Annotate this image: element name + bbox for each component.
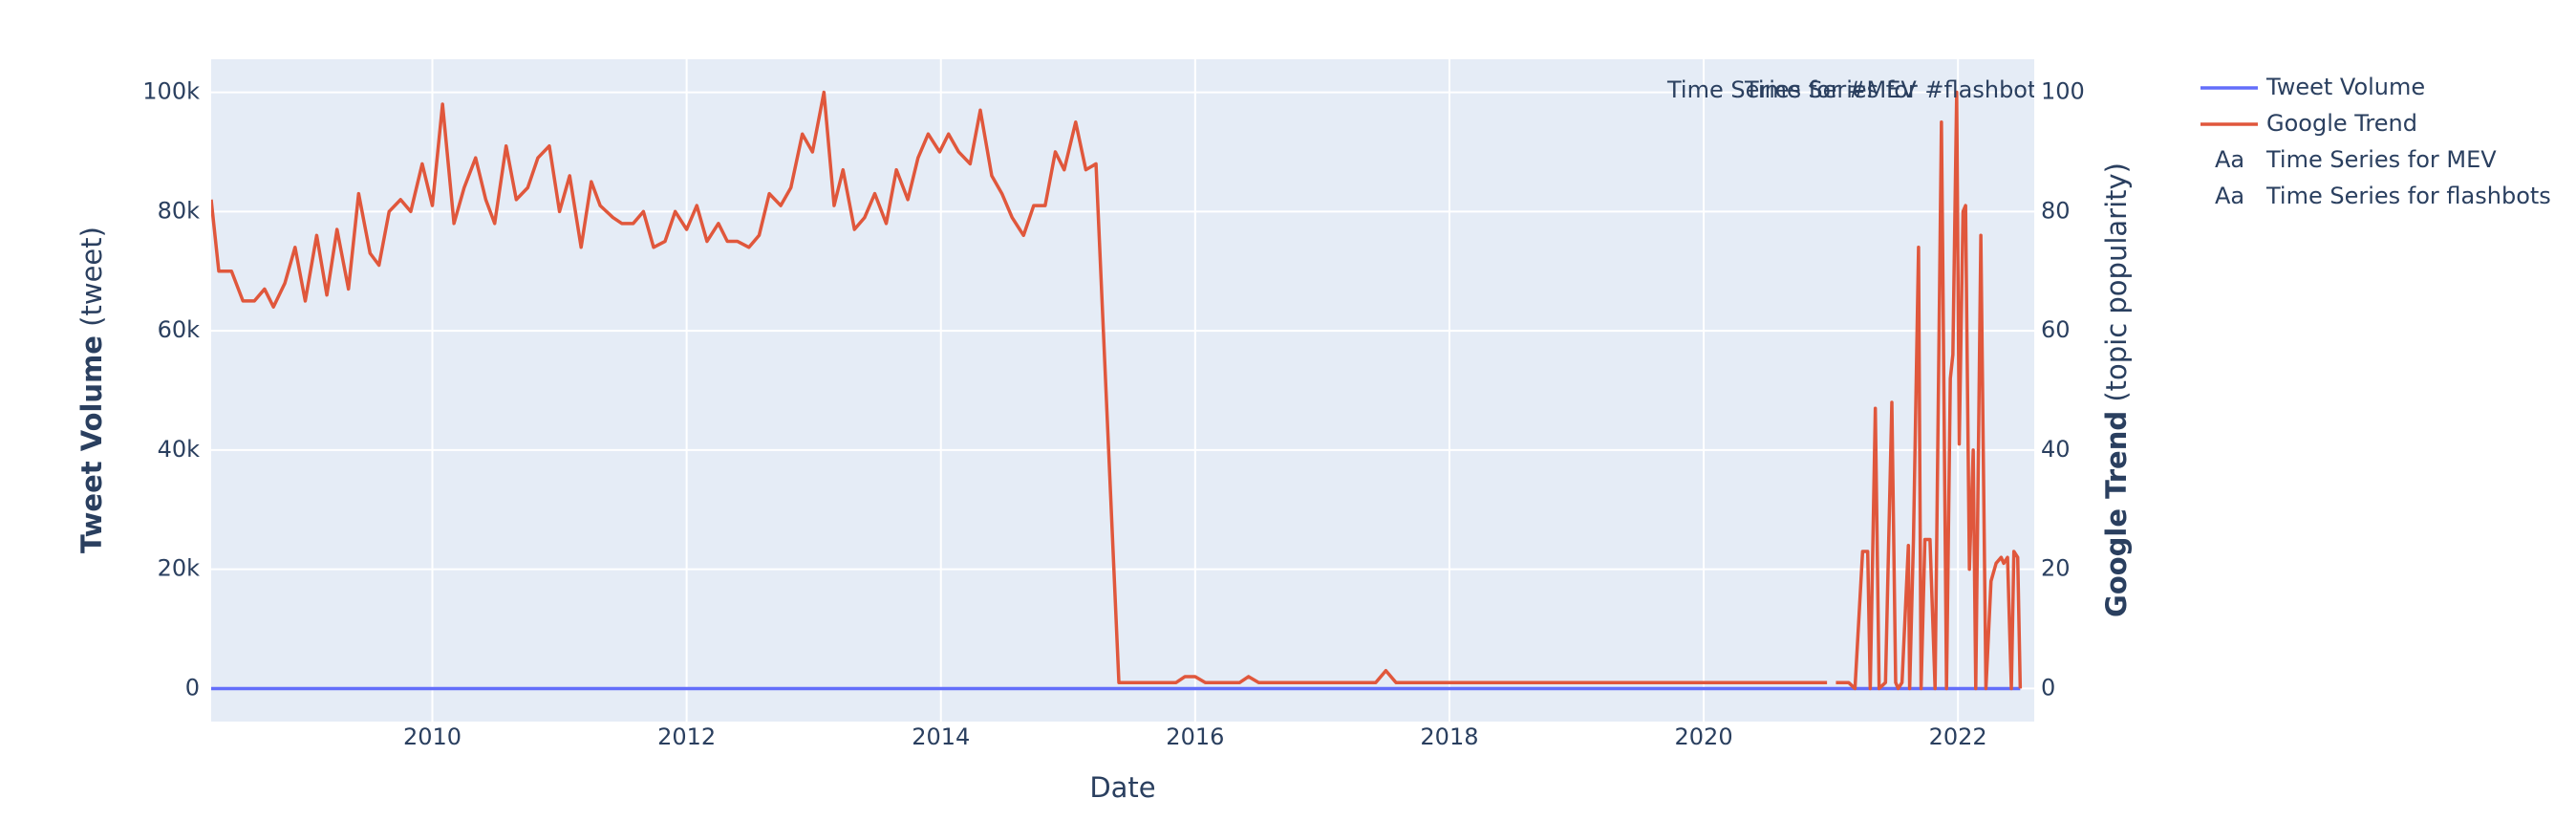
y2-tick-label: 100 bbox=[2041, 78, 2085, 105]
x-tick-label: 2012 bbox=[657, 723, 716, 750]
y-axis-title-bold: Tweet Volume bbox=[75, 335, 108, 553]
y-tick-label: 40k bbox=[158, 436, 201, 463]
legend-label: Time Series for MEV bbox=[2265, 146, 2497, 173]
x-tick-label: 2018 bbox=[1420, 723, 1478, 750]
legend-label: Google Trend bbox=[2266, 110, 2417, 137]
legend-label: Time Series for flashbots bbox=[2265, 183, 2551, 209]
y2-axis-title: Google Trend (topic popularity) bbox=[2100, 162, 2133, 617]
legend-icon: Aa bbox=[2215, 146, 2244, 173]
y-tick-label: 80k bbox=[158, 197, 201, 224]
annotation: Time Series for #MEV bbox=[1666, 76, 1917, 103]
y2-axis-title-unit: (topic popularity) bbox=[2100, 162, 2133, 402]
x-tick-label: 2010 bbox=[403, 723, 462, 750]
x-tick-label: 2022 bbox=[1929, 723, 1987, 750]
y2-tick-label: 40 bbox=[2041, 436, 2071, 463]
x-tick-label: 2014 bbox=[912, 723, 970, 750]
y2-tick-label: 60 bbox=[2041, 316, 2071, 343]
y-tick-label: 20k bbox=[158, 555, 201, 582]
x-tick-label: 2016 bbox=[1166, 723, 1224, 750]
x-tick-label: 2020 bbox=[1675, 723, 1733, 750]
y2-tick-label: 0 bbox=[2041, 674, 2055, 701]
legend-label: Tweet Volume bbox=[2265, 74, 2425, 100]
y-tick-label: 0 bbox=[185, 674, 200, 701]
annotation: Time Series for #flashbots bbox=[1744, 76, 2049, 103]
y-tick-label: 60k bbox=[158, 316, 201, 343]
y2-axis-title-bold: Google Trend bbox=[2100, 411, 2133, 617]
y-axis-title-unit: (tweet) bbox=[75, 227, 108, 327]
y2-tick-label: 20 bbox=[2041, 555, 2071, 582]
series-line bbox=[211, 90, 2023, 691]
y2-tick-label: 80 bbox=[2041, 197, 2071, 224]
y-tick-label: 100k bbox=[142, 78, 200, 105]
x-axis-title: Date bbox=[1089, 771, 1155, 804]
plot-background bbox=[211, 59, 2034, 722]
legend-icon: Aa bbox=[2215, 183, 2244, 209]
y-axis-title: Tweet Volume (tweet) bbox=[75, 227, 108, 553]
